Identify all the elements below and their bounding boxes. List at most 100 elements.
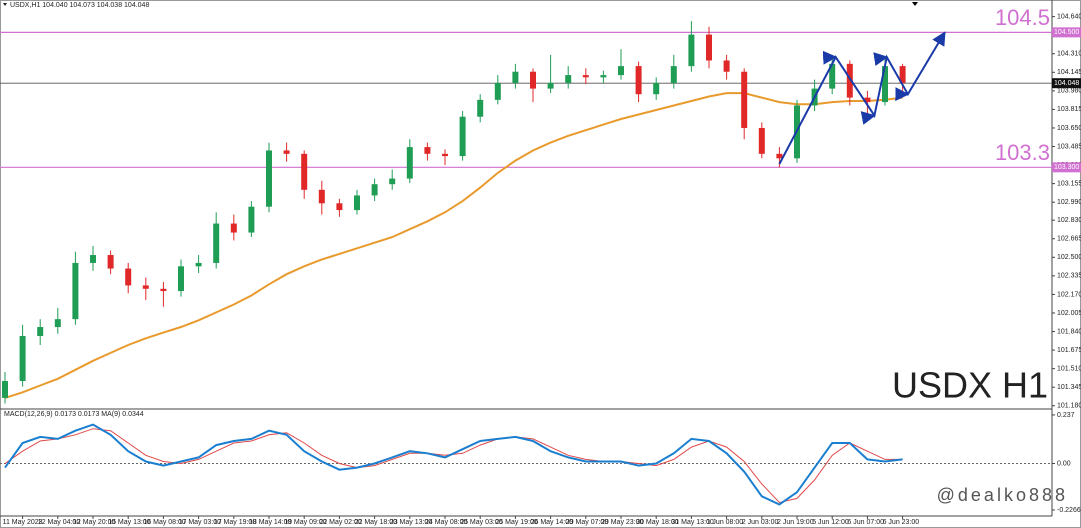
candle-body — [670, 66, 677, 83]
x-tick-label: 22 May 02:00 — [319, 519, 362, 526]
x-tick-label: 24 May 08:00 — [425, 519, 468, 526]
candle-body — [266, 150, 272, 207]
candle-body — [706, 34, 712, 61]
x-tick-label: 23 May 13:00 — [390, 519, 433, 526]
y-tick-label: 103.650 — [1057, 125, 1081, 132]
candle-body — [160, 288, 167, 292]
chart-header: USDX,H1 104.040 104.073 104.038 104.048 — [10, 2, 149, 9]
candle-body — [406, 147, 413, 179]
candle-body — [723, 60, 730, 72]
y-tick-label: 103.815 — [1057, 106, 1081, 113]
candle-body — [547, 82, 554, 89]
x-tick-label: 29 May 07:00 — [566, 519, 609, 526]
candle-body — [653, 82, 660, 95]
candle-body — [54, 319, 61, 328]
x-tick-label: 17 May 19:00 — [214, 519, 257, 526]
header-arrow — [3, 3, 7, 6]
x-tick-label: 1 Jun 08:00 — [707, 519, 744, 526]
candle-body — [688, 34, 695, 67]
macd-line — [4, 423, 903, 506]
x-tick-label: 12 May 04:00 — [38, 519, 81, 526]
x-tick-label: 29 May 23:00 — [601, 519, 644, 526]
x-tick-label: 31 May 13:00 — [671, 519, 714, 526]
level-label: 104.5 — [995, 5, 1050, 30]
x-tick-label: 16 May 08:00 — [143, 519, 186, 526]
x-tick-label: 19 May 09:00 — [284, 519, 327, 526]
candle-body — [424, 147, 431, 154]
candle-body — [230, 223, 237, 233]
candle-body — [635, 66, 642, 95]
x-tick-label: 6 Jun 23:00 — [883, 519, 920, 526]
y-tick-label: 102.005 — [1057, 310, 1081, 317]
x-tick-label: 18 May 14:00 — [249, 519, 292, 526]
y-tick-label: 101.345 — [1057, 384, 1081, 391]
candle-body — [195, 262, 202, 267]
candle-body — [758, 127, 765, 154]
x-tick-label: 6 Jun 07:00 — [847, 519, 884, 526]
candle-body — [389, 178, 396, 185]
y-tick-label: 103.155 — [1057, 180, 1081, 187]
candle-body — [582, 75, 589, 78]
shift-marker — [912, 2, 918, 6]
level-axis-label: 103.300 — [1054, 164, 1079, 171]
candle-body — [72, 262, 79, 320]
candle-body — [283, 150, 290, 154]
candle-body — [301, 153, 308, 190]
y-tick-label: 101.675 — [1057, 347, 1081, 354]
candle-body — [178, 266, 184, 292]
candle-body — [213, 223, 220, 263]
candle-body — [336, 203, 343, 211]
y-tick-label: 103.980 — [1057, 88, 1081, 95]
level-axis-marker — [1052, 162, 1081, 173]
symbol-label: USDX H1 — [892, 365, 1048, 406]
x-tick-label: 2 Jun 03:00 — [742, 519, 779, 526]
x-tick-label: 17 May 03:00 — [179, 519, 222, 526]
watermark: @dealko888 — [937, 485, 1068, 505]
candle-body — [371, 184, 378, 196]
y-tick-label: 103.485 — [1057, 143, 1081, 150]
candle-body — [565, 75, 572, 83]
y-tick-label: 101.510 — [1057, 365, 1081, 372]
candle-body — [37, 327, 44, 337]
y-tick-label: 102.170 — [1057, 291, 1081, 298]
y-tick-label: 104.310 — [1057, 51, 1081, 58]
candle-body — [512, 71, 519, 83]
candle-body — [477, 99, 484, 117]
moving-average — [4, 92, 903, 399]
candle-body — [494, 82, 501, 100]
x-tick-label: 15 May 13:00 — [108, 519, 151, 526]
candle-body — [19, 336, 26, 382]
candle-body — [2, 381, 8, 398]
candle-body — [741, 71, 748, 128]
last-price-label: 104.048 — [1054, 80, 1079, 87]
candle-body — [107, 255, 114, 269]
level-axis-marker — [1052, 27, 1081, 38]
candle-body — [318, 189, 325, 204]
x-tick-label: 5 Jun 12:00 — [812, 519, 849, 526]
y-tick-label: 102.335 — [1057, 273, 1081, 280]
y-tick-label: 102.665 — [1057, 236, 1081, 243]
trend-arrow — [778, 31, 946, 165]
y-tick-label: 102.500 — [1057, 254, 1081, 261]
y-tick-label: 102.990 — [1057, 199, 1081, 206]
x-tick-label: 26 May 14:00 — [531, 519, 574, 526]
candle-body — [618, 66, 624, 76]
y-tick-label: 104.145 — [1057, 69, 1081, 76]
candle-body — [442, 153, 448, 157]
x-tick-label: 25 May 03:00 — [460, 519, 503, 526]
candle-body — [459, 116, 466, 157]
candle-body — [125, 268, 132, 286]
x-tick-label: 12 May 20:00 — [73, 519, 116, 526]
x-tick-label: 30 May 18:00 — [636, 519, 679, 526]
y-tick-label: 102.830 — [1057, 217, 1081, 224]
candle-body — [248, 206, 255, 233]
y-tick-label: 104.640 — [1057, 13, 1081, 20]
level-label: 103.3 — [995, 140, 1050, 165]
y-tick-label: 0.00 — [1057, 460, 1071, 467]
x-tick-label: 2 Jun 19:00 — [777, 519, 814, 526]
candle-body — [354, 195, 360, 211]
candle-body — [142, 285, 149, 289]
candle-body — [776, 153, 783, 159]
